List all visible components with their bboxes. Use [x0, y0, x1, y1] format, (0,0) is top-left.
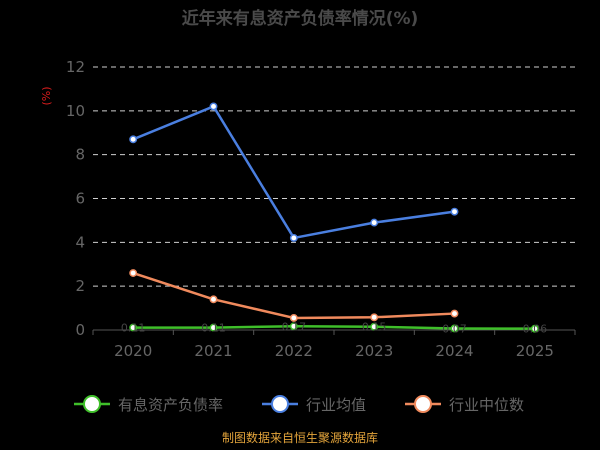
data-point: [450, 324, 459, 333]
data-point: [289, 322, 298, 331]
data-label: 0.07: [442, 322, 467, 335]
data-point: [450, 207, 459, 216]
y-tick-label: 0: [75, 321, 85, 339]
data-point: [129, 135, 138, 144]
y-tick-label: 6: [75, 190, 85, 208]
legend-marker: [271, 395, 289, 413]
data-point: [129, 323, 138, 332]
legend-label: 行业均值: [306, 396, 366, 414]
data-point: [289, 234, 298, 242]
data-point: [209, 102, 218, 111]
data-point: [289, 313, 298, 322]
y-tick-label: 2: [75, 277, 85, 295]
chart-title: 近年来有息资产负债率情况(%): [182, 8, 419, 29]
y-tick-label: 10: [66, 102, 85, 120]
x-tick-label: 2025: [516, 342, 554, 360]
x-tick-label: 2023: [355, 342, 393, 360]
data-point: [209, 295, 218, 304]
y-tick-label: 8: [75, 146, 85, 164]
data-point: [530, 324, 539, 333]
legend-label: 有息资产负债率: [118, 396, 223, 414]
legend-label: 行业中位数: [449, 396, 524, 414]
axis-layer: 0 2 4 6 8 10 12 2020 2021 2022 2023 2024 2025: [66, 58, 576, 360]
y-tick-label: 12: [66, 58, 85, 76]
series-layer: 0.11 0.11 0.17 0.15 0.07 0.06: [121, 102, 548, 336]
data-label: 0.11: [201, 322, 226, 335]
data-label: 0.11: [121, 322, 146, 335]
data-point: [450, 309, 459, 318]
data-point: [370, 313, 379, 322]
data-label: 0.15: [362, 321, 387, 334]
y-axis-unit-label: (%): [40, 86, 53, 105]
data-point: [209, 323, 218, 332]
data-point: [370, 322, 379, 331]
data-point: [370, 218, 379, 227]
x-tick-label: 2022: [275, 342, 313, 360]
data-label: 0.06: [523, 323, 548, 336]
x-tick-label: 2024: [435, 342, 473, 360]
x-tick-label: 2020: [114, 342, 152, 360]
data-label: 0.17: [282, 320, 307, 333]
legend-marker: [414, 395, 432, 413]
source-note: 制图数据来自恒生聚源数据库: [222, 430, 378, 445]
y-tick-label: 4: [75, 233, 85, 251]
legend: 有息资产负债率 行业均值 行业中位数: [74, 395, 524, 414]
x-tick-label: 2021: [194, 342, 232, 360]
data-point: [129, 269, 138, 277]
series-line-0: [133, 325, 535, 330]
legend-marker: [83, 395, 101, 413]
